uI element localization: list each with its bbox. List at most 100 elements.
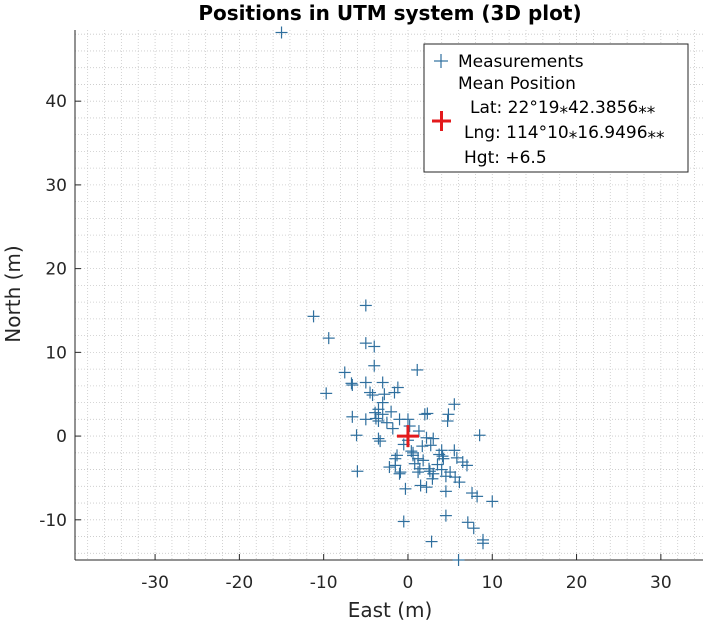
measurement-point: [391, 381, 404, 394]
x-tick-label: -30: [141, 573, 169, 593]
measurement-point: [350, 429, 363, 442]
measurement-point: [427, 467, 440, 480]
measurement-point: [453, 476, 466, 489]
legend: Measurements Mean Position Lat: 22°19⁎42…: [423, 43, 689, 173]
measurement-point: [426, 472, 439, 485]
measurement-point: [412, 466, 425, 479]
measurement-point: [383, 461, 396, 474]
measurement-point: [420, 431, 433, 444]
measurement-point: [351, 465, 364, 478]
measurement-point: [359, 299, 372, 312]
measurement-point: [411, 363, 424, 376]
measurement-point: [372, 432, 385, 445]
measurement-point: [346, 410, 359, 423]
measurement-point: [435, 444, 448, 457]
measurement-point: [389, 452, 402, 465]
measurement-point: [393, 467, 406, 480]
measurement-point: [388, 386, 401, 399]
measurement-point: [374, 435, 387, 448]
x-tick-label: 30: [650, 573, 672, 593]
measurement-point: [401, 413, 414, 426]
measurement-point: [403, 420, 416, 433]
measurement-point: [420, 481, 433, 494]
measurement-point: [376, 396, 389, 409]
y-tick-label: 30: [45, 176, 67, 196]
y-axis-label: North (m): [1, 245, 25, 342]
measurement-point: [439, 485, 452, 498]
mean-position-point: [396, 425, 419, 448]
x-tick-label: 0: [403, 573, 414, 593]
measurement-point: [460, 459, 473, 472]
measurement-point: [436, 450, 449, 463]
x-tick-label: 10: [481, 573, 503, 593]
measurement-point: [461, 516, 474, 529]
measurement-point: [378, 388, 391, 401]
y-tick-label: 40: [45, 92, 67, 112]
measurement-point: [437, 452, 450, 465]
measurement-point: [385, 405, 398, 418]
measurement-point: [372, 415, 385, 428]
measurement-point: [473, 429, 486, 442]
measurement-point: [345, 377, 358, 390]
measurement-point: [452, 554, 465, 566]
measurement-point: [486, 495, 499, 508]
measurement-points: [275, 26, 499, 566]
measurement-point: [448, 444, 461, 457]
measurement-point: [386, 422, 399, 435]
x-tick-label: -10: [310, 573, 338, 593]
chart-title: Positions in UTM system (3D plot): [198, 1, 581, 25]
measurement-point: [275, 26, 288, 39]
legend-mean-label: Mean Position: [458, 74, 576, 94]
measurement-point: [448, 398, 461, 411]
measurement-point: [322, 332, 335, 345]
mean-position-marker: [396, 425, 419, 448]
measurement-point: [418, 408, 431, 421]
y-tick-label: 20: [45, 260, 67, 280]
measurement-point: [369, 412, 382, 425]
y-tick-label: 0: [56, 427, 67, 447]
measurement-point: [424, 439, 437, 452]
measurement-point: [372, 403, 385, 416]
measurement-point: [408, 457, 421, 470]
measurement-point: [368, 340, 381, 353]
x-axis-label: East (m): [348, 598, 433, 622]
measurement-point: [380, 416, 393, 429]
x-tick-label: 20: [566, 573, 588, 593]
measurement-point: [412, 452, 425, 465]
measurement-point: [476, 537, 489, 550]
measurement-point: [466, 487, 479, 500]
measurement-point: [364, 386, 377, 399]
measurement-point: [359, 413, 372, 426]
measurement-point: [376, 376, 389, 389]
axes-layer: -30 -20 -10 0 10 20 30 -10 0 10 20 30 40: [39, 30, 703, 593]
legend-mean-marker: [432, 111, 451, 131]
measurement-point: [369, 406, 382, 419]
measurement-point: [417, 454, 430, 467]
measurement-point: [414, 479, 427, 492]
measurement-point: [338, 366, 351, 379]
legend-mean-lat: Lat: 22°19⁎42.3856⁎⁎: [470, 98, 655, 118]
y-tick-label: 10: [45, 343, 67, 363]
measurement-point: [307, 310, 320, 323]
measurement-point: [394, 466, 407, 479]
measurement-point: [423, 465, 436, 478]
measurement-point: [442, 408, 455, 421]
y-tick-label: -10: [39, 511, 67, 531]
measurement-point: [427, 432, 440, 445]
measurement-point: [435, 463, 448, 476]
measurement-point: [439, 509, 452, 522]
measurement-point: [425, 535, 438, 548]
measurement-point: [346, 379, 359, 392]
measurement-point: [471, 490, 484, 503]
measurement-point: [467, 522, 480, 535]
measurement-point: [421, 407, 434, 420]
measurement-point: [359, 337, 372, 350]
x-tick-label: -20: [225, 573, 253, 593]
measurement-point: [366, 389, 379, 402]
measurement-point: [407, 449, 420, 462]
measurement-point: [444, 466, 457, 479]
measurement-point: [416, 440, 429, 453]
legend-measurements-marker: [434, 54, 448, 68]
measurement-point: [320, 387, 333, 400]
